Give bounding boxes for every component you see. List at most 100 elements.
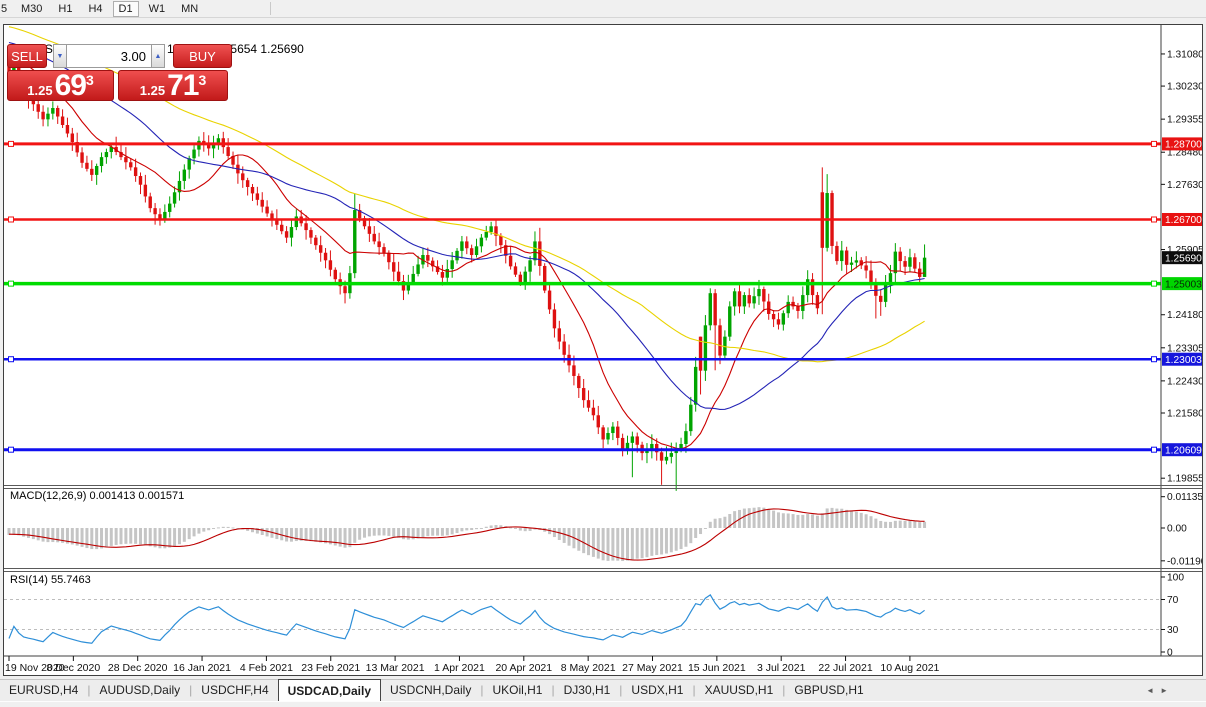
hline-handle[interactable]	[1151, 140, 1157, 147]
svg-text:0.01135: 0.01135	[1167, 492, 1202, 503]
tab-divider: |	[692, 683, 696, 697]
macd-indicator-label: MACD(12,26,9) 0.001413 0.001571	[10, 490, 185, 502]
toolbar-separator	[270, 2, 272, 15]
hline-handle[interactable]	[1151, 356, 1157, 363]
hline-handle[interactable]	[8, 280, 14, 287]
buy-price-big: 71	[167, 69, 199, 102]
spin-up-icon: ▲	[154, 52, 162, 60]
svg-text:13 Mar 2021: 13 Mar 2021	[366, 662, 425, 674]
timeframe-button-mn[interactable]: MN	[181, 2, 199, 15]
sell-price-prefix: 1.25	[27, 83, 53, 98]
hline-handle[interactable]	[8, 446, 14, 453]
chart-window: 1.31080 1.30230 1.29355 1.28480 1.27630 1.259…	[3, 24, 1203, 676]
sell-price-box[interactable]: 1.25 69 3	[7, 70, 114, 101]
tab-divider: |	[619, 683, 623, 697]
tab-divider: |	[189, 683, 193, 697]
chart-tab-bar: EURUSD,H4 | AUDUSD,Daily | USDCHF,H4 USDCAD,D…	[0, 679, 1206, 701]
ma-fast-line	[8, 55, 925, 450]
timeframe-button-h1[interactable]: H1	[58, 2, 73, 15]
tab-divider: |	[87, 683, 91, 697]
horizontal-level-lines[interactable]	[4, 140, 1161, 453]
timeframe-button-h4[interactable]: H4	[88, 2, 103, 15]
hline-handle[interactable]	[8, 216, 14, 223]
timeframe-button-5[interactable]: 5	[1, 2, 8, 15]
svg-text:20 Apr 2021: 20 Apr 2021	[495, 662, 552, 674]
rsi-line	[8, 594, 925, 644]
volume-increase-button[interactable]: ▲	[151, 44, 165, 68]
hline-handle[interactable]	[1151, 446, 1157, 453]
timeframe-button-m30[interactable]: M30	[21, 2, 43, 15]
sell-price-pip: 3	[85, 72, 94, 88]
price-axis-ticks: 1.31080 1.30230 1.29355 1.28480 1.27630 1.259…	[1161, 49, 1202, 485]
volume-input[interactable]	[67, 44, 151, 68]
hline-handle[interactable]	[8, 140, 14, 147]
svg-text:1.21580: 1.21580	[1167, 409, 1202, 420]
volume-decrease-button[interactable]: ▼	[53, 44, 67, 68]
svg-text:1.28480: 1.28480	[1167, 148, 1202, 159]
tab-divider: |	[782, 683, 786, 697]
svg-text:0: 0	[1167, 648, 1173, 659]
svg-text:28 Dec 2020: 28 Dec 2020	[108, 662, 168, 674]
svg-text:1.25690: 1.25690	[1165, 253, 1202, 264]
svg-text:1.29355: 1.29355	[1167, 115, 1202, 126]
hline-handle[interactable]	[8, 356, 14, 363]
candlestick-series	[7, 49, 927, 491]
svg-text:1.25003: 1.25003	[1165, 279, 1202, 290]
svg-text:22 Jul 2021: 22 Jul 2021	[818, 662, 872, 674]
macd-signal-line	[8, 508, 925, 561]
hline-handle[interactable]	[1151, 216, 1157, 223]
buy-price-pip: 3	[198, 72, 207, 88]
spin-down-icon: ▼	[56, 52, 64, 60]
timeframe-button-w1[interactable]: W1	[148, 2, 166, 15]
svg-text:1.28700: 1.28700	[1165, 140, 1202, 151]
timeframe-toolbar: 5 M30 H1 H4 D1 W1 MN	[0, 0, 1206, 18]
svg-text:15 Jun 2021: 15 Jun 2021	[688, 662, 746, 674]
tab-divider: |	[480, 683, 484, 697]
buy-button[interactable]: BUY	[173, 44, 232, 68]
sell-price-big: 69	[54, 69, 87, 102]
tab-xauusd-h1[interactable]: XAUUSD,H1	[704, 683, 774, 697]
tab-usdcad-daily[interactable]: USDCAD,Daily	[277, 679, 381, 701]
svg-text:1.23305: 1.23305	[1167, 343, 1202, 354]
tab-eurusd-h4[interactable]: EURUSD,H4	[9, 683, 79, 697]
svg-text:30: 30	[1167, 625, 1179, 636]
tab-audusd-daily[interactable]: AUDUSD,Daily	[99, 683, 181, 697]
buy-price-prefix: 1.25	[139, 83, 166, 98]
svg-text:3 Jul 2021: 3 Jul 2021	[757, 662, 806, 674]
tab-dj30-h1[interactable]: DJ30,H1	[563, 683, 611, 697]
tabs-scroll-right-icon[interactable]: ►	[1160, 686, 1174, 695]
svg-text:16 Jan 2021: 16 Jan 2021	[173, 662, 231, 674]
tab-gbpusd-h1[interactable]: GBPUSD,H1	[794, 683, 864, 697]
tab-usdchf-h4[interactable]: USDCHF,H4	[201, 683, 269, 697]
status-bar	[0, 701, 1206, 707]
svg-text:1 Apr 2021: 1 Apr 2021	[434, 662, 485, 674]
svg-text:1.20609: 1.20609	[1165, 445, 1202, 456]
sell-button[interactable]: SELL	[7, 44, 47, 68]
buy-price-box[interactable]: 1.25 71 3	[118, 70, 228, 101]
tab-usdx-h1[interactable]: USDX,H1	[631, 683, 684, 697]
macd-axis-ticks: 0.01135 0.00 -0.01190	[1161, 492, 1202, 567]
svg-text:8 Dec 2020: 8 Dec 2020	[46, 662, 100, 674]
svg-text:1.19855: 1.19855	[1167, 474, 1202, 485]
svg-text:100: 100	[1167, 573, 1184, 584]
svg-text:19 Nov 2020: 19 Nov 2020	[5, 662, 65, 674]
svg-text:70: 70	[1167, 595, 1179, 606]
svg-text:1.27630: 1.27630	[1167, 180, 1202, 191]
ma-medium-line	[8, 41, 925, 410]
svg-text:1.22430: 1.22430	[1167, 376, 1202, 387]
hline-handle[interactable]	[1151, 280, 1157, 287]
tab-divider: |	[551, 683, 555, 697]
timeframe-button-d1[interactable]: D1	[112, 0, 139, 17]
tabs-scroll-left-icon[interactable]: ◄	[1146, 686, 1161, 695]
chart-canvas[interactable]: 1.31080 1.30230 1.29355 1.28480 1.27630 1.259…	[4, 25, 1202, 675]
tab-usdcnh-daily[interactable]: USDCNH,Daily	[390, 683, 472, 697]
svg-text:0.00: 0.00	[1167, 524, 1187, 535]
svg-text:4 Feb 2021: 4 Feb 2021	[240, 662, 293, 674]
rsi-axis-ticks: 100 70 30 0	[1161, 573, 1184, 659]
rsi-indicator-label: RSI(14) 55.7463	[10, 574, 91, 586]
price-badges: 1.28700 1.26700 1.25690 1.25003 1.23003 1.206…	[1162, 137, 1202, 456]
svg-text:1.31080: 1.31080	[1167, 49, 1202, 60]
svg-text:8 May 2021: 8 May 2021	[561, 662, 616, 674]
tab-ukoil-h1[interactable]: UKOil,H1	[492, 683, 543, 697]
